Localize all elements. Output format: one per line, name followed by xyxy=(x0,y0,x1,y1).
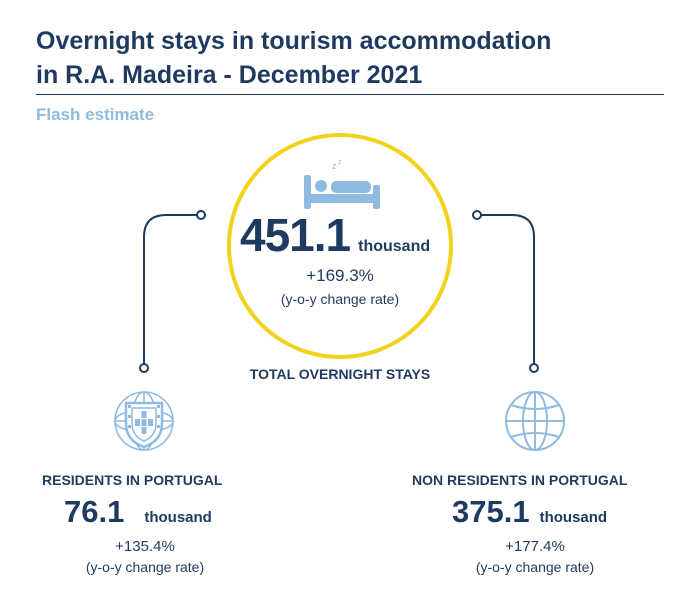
residents-rate: +135.4% xyxy=(115,538,175,555)
bed-icon: z z xyxy=(304,159,380,209)
non-residents-rate-note: (y-o-y change rate) xyxy=(475,559,595,575)
left-connector-bottom-dot xyxy=(139,363,149,373)
right-connector xyxy=(477,214,535,368)
residents-rate-note: (y-o-y change rate) xyxy=(85,559,205,575)
non-residents-rate: +177.4% xyxy=(505,538,565,555)
residents-unit: thousand xyxy=(144,509,212,526)
portugal-shield-icon xyxy=(114,391,174,451)
title-line-1: Overnight stays in tourism accommodation xyxy=(36,27,552,55)
page-title: Overnight stays in tourism accommodation… xyxy=(36,24,676,92)
total-value-row: 451.1 thousand xyxy=(240,208,460,262)
total-highlight-circle xyxy=(227,133,453,359)
total-unit: thousand xyxy=(358,238,431,255)
non-residents-label: NON RESIDENTS IN PORTUGAL xyxy=(412,472,628,488)
right-connector-bottom-dot xyxy=(529,363,539,373)
residents-value: 76.1 xyxy=(64,494,125,529)
svg-text:z: z xyxy=(338,159,342,166)
non-residents-value-row: 375.1 thousand xyxy=(452,494,607,530)
svg-text:z: z xyxy=(332,161,337,171)
residents-label: RESIDENTS IN PORTUGAL xyxy=(42,472,223,488)
residents-value-row: 76.1 thousand xyxy=(64,494,212,530)
right-connector-top-dot xyxy=(472,210,482,220)
subtitle: Flash estimate xyxy=(36,105,155,124)
left-connector xyxy=(143,214,201,368)
total-rate: +169.3% xyxy=(306,266,374,285)
total-label: TOTAL OVERNIGHT STAYS xyxy=(249,366,431,382)
total-rate-note: (y-o-y change rate) xyxy=(280,291,400,307)
non-residents-value: 375.1 xyxy=(452,494,530,529)
title-divider xyxy=(36,94,664,95)
total-value: 451.1 xyxy=(240,209,351,261)
left-connector-top-dot xyxy=(196,210,206,220)
globe-icon xyxy=(505,391,565,451)
title-line-2: in R.A. Madeira - December 2021 xyxy=(36,61,423,89)
non-residents-unit: thousand xyxy=(539,509,608,526)
